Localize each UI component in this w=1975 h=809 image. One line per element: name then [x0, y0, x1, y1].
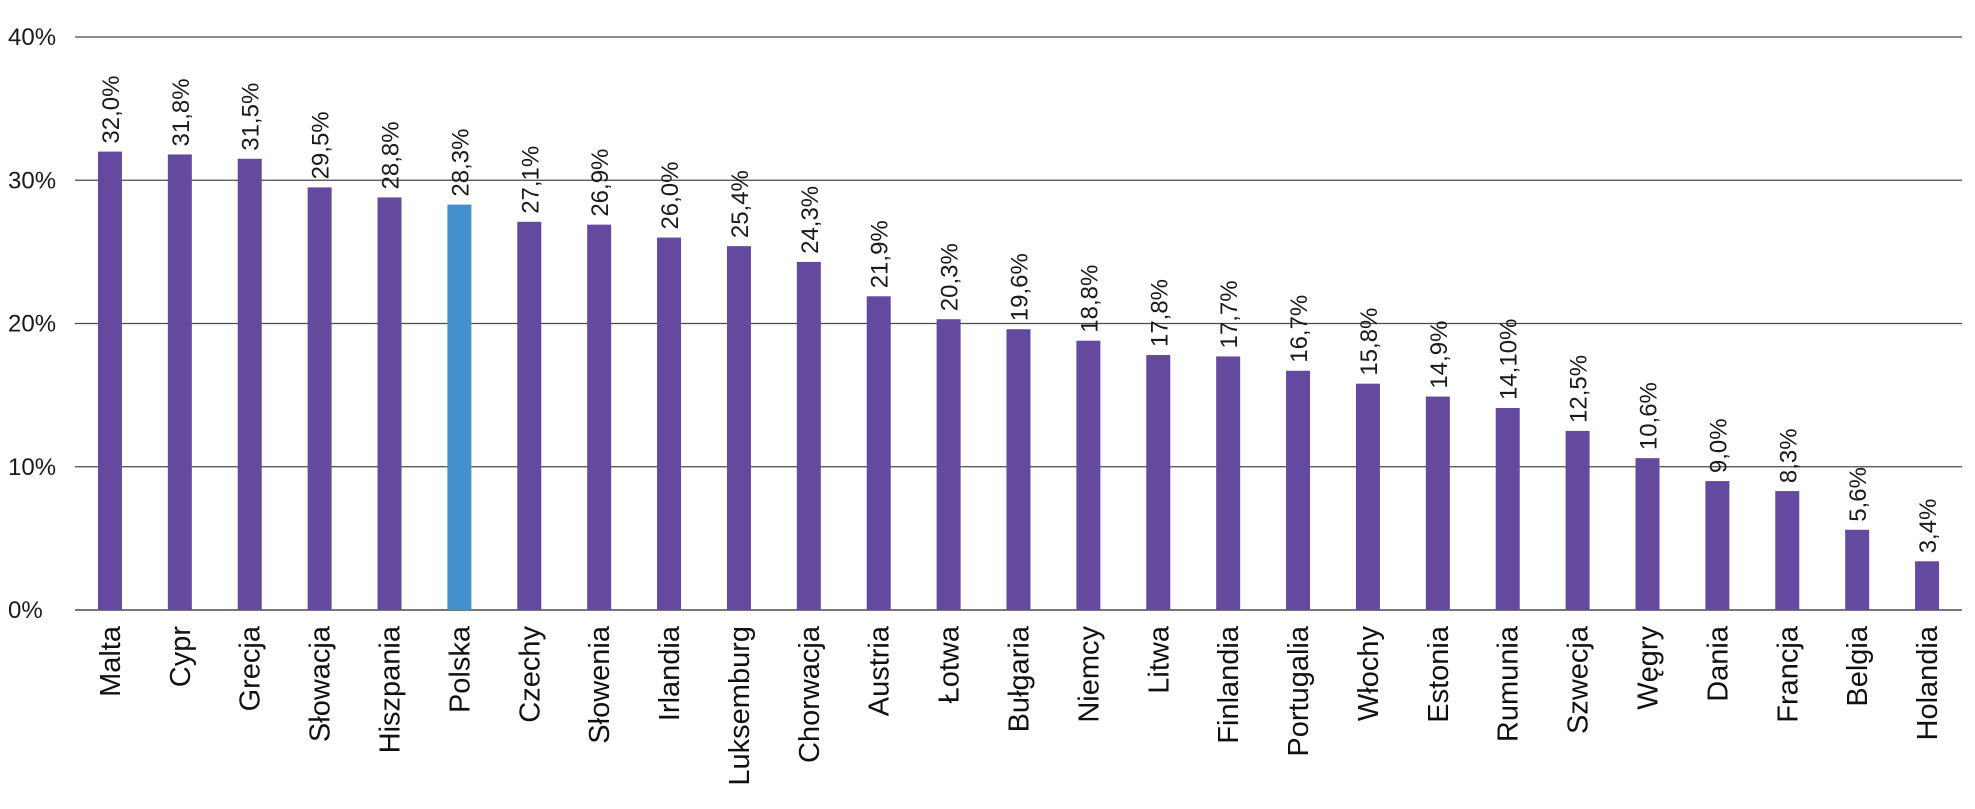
category-label-belgia: Belgia: [1842, 625, 1874, 706]
bar-czechy: [517, 221, 542, 611]
y-tick-label: 20%: [8, 311, 56, 338]
category-label-irlandia: Irlandia: [654, 625, 686, 721]
category-label-slowacja: Słowacja: [305, 625, 337, 742]
bar-chorwacja: [796, 261, 821, 610]
category-label-wlochy: Włochy: [1353, 626, 1385, 722]
bar-irlandia: [657, 237, 682, 611]
bar-wegry: [1635, 458, 1660, 610]
category-label-niemcy: Niemcy: [1073, 626, 1105, 723]
category-label-luksemburg: Luksemburg: [724, 626, 756, 786]
value-label-luksemburg: 25,4%: [727, 170, 754, 238]
category-label-finlandia: Finlandia: [1213, 625, 1245, 744]
category-label-dania: Dania: [1702, 625, 1734, 702]
category-label-estonia: Estonia: [1423, 625, 1455, 723]
category-label-chorwacja: Chorwacja: [794, 625, 826, 763]
category-label-grecja: Grecja: [235, 625, 267, 711]
bar-luksemburg: [726, 246, 751, 610]
value-label-grecja: 31,5%: [238, 83, 265, 151]
value-label-slowacja: 29,5%: [308, 111, 335, 179]
bar-lotwa: [936, 319, 961, 610]
bar-holandia: [1915, 561, 1940, 610]
category-label-litwa: Litwa: [1143, 625, 1175, 694]
value-label-litwa: 17,8%: [1146, 279, 1173, 347]
value-labels: 32,0% 31,8% 31,5% 29,5% 28,8% 28,3% 27,1% 26,9%…: [98, 76, 1942, 554]
bar-austria: [866, 296, 891, 610]
value-label-lotwa: 20,3%: [937, 243, 964, 311]
bar-belgia: [1845, 529, 1870, 610]
category-label-malta: Malta: [95, 625, 127, 697]
bars: [97, 151, 1940, 611]
category-label-wegry: Węgry: [1633, 626, 1665, 710]
bar-finlandia: [1216, 356, 1241, 610]
value-label-cypr: 31,8%: [168, 78, 195, 146]
category-label-portugalia: Portugalia: [1283, 625, 1315, 756]
category-label-austria: Austria: [864, 625, 896, 716]
category-label-szwecja: Szwecja: [1563, 625, 1595, 734]
value-label-rumunia: 14,10%: [1496, 319, 1523, 400]
value-label-wegry: 10,6%: [1636, 382, 1663, 450]
bar-malta: [97, 151, 122, 610]
bar-dania: [1705, 481, 1730, 610]
category-label-hiszpania: Hiszpania: [375, 625, 407, 753]
bar-bulgaria: [1006, 329, 1031, 610]
category-label-francja: Francja: [1772, 625, 1804, 723]
bar-niemcy: [1076, 340, 1101, 610]
category-label-lotwa: Łotwa: [934, 625, 966, 703]
value-label-hiszpania: 28,8%: [378, 121, 405, 189]
value-label-francja: 8,3%: [1775, 428, 1802, 483]
category-label-cypr: Cypr: [165, 626, 197, 688]
bar-grecja: [237, 158, 262, 610]
value-label-holandia: 3,4%: [1915, 499, 1942, 554]
value-label-wlochy: 15,8%: [1356, 308, 1383, 376]
bar-estonia: [1425, 396, 1450, 610]
bar-francja: [1775, 491, 1800, 610]
category-label-czechy: Czechy: [514, 626, 546, 723]
value-label-dania: 9,0%: [1705, 418, 1732, 473]
value-label-austria: 21,9%: [867, 220, 894, 288]
value-label-estonia: 14,9%: [1426, 320, 1453, 388]
y-tick-label: 40%: [8, 24, 56, 51]
category-label-rumunia: Rumunia: [1493, 625, 1525, 742]
value-label-czechy: 27,1%: [517, 146, 544, 214]
category-label-bulgaria: Bułgaria: [1004, 625, 1036, 732]
bar-portugalia: [1286, 370, 1311, 610]
bar-litwa: [1146, 355, 1171, 610]
y-tick-label: 10%: [8, 454, 56, 481]
category-label-slowenia: Słowenia: [584, 625, 616, 744]
bar-wlochy: [1355, 383, 1380, 610]
category-label-holandia: Holandia: [1912, 625, 1944, 740]
bar-cypr: [167, 154, 192, 610]
value-label-slowenia: 26,9%: [587, 149, 614, 217]
value-label-polska: 28,3%: [447, 129, 474, 197]
value-label-finlandia: 17,7%: [1216, 280, 1243, 348]
value-label-szwecja: 12,5%: [1566, 355, 1593, 423]
bar-polska: [447, 204, 472, 611]
category-labels: Malta Cypr Grecja Słowacja Hiszpania Polska Cz…: [95, 625, 1944, 785]
value-label-malta: 32,0%: [98, 76, 125, 144]
bar-hiszpania: [377, 197, 402, 610]
category-label-polska: Polska: [444, 625, 476, 713]
y-tick-label: 0%: [8, 597, 43, 624]
bar-szwecja: [1565, 430, 1590, 610]
y-axis-tick-labels: 0% 10% 20% 30% 40%: [8, 24, 56, 624]
value-label-belgia: 5,6%: [1845, 467, 1872, 522]
value-label-portugalia: 16,7%: [1286, 295, 1313, 363]
value-label-irlandia: 26,0%: [657, 161, 684, 229]
bar-slowenia: [587, 224, 612, 610]
bar-slowacja: [307, 187, 332, 610]
value-label-niemcy: 18,8%: [1076, 265, 1103, 333]
bar-rumunia: [1495, 408, 1520, 610]
value-label-chorwacja: 24,3%: [797, 186, 824, 254]
value-label-bulgaria: 19,6%: [1007, 253, 1034, 321]
y-tick-label: 30%: [8, 167, 56, 194]
